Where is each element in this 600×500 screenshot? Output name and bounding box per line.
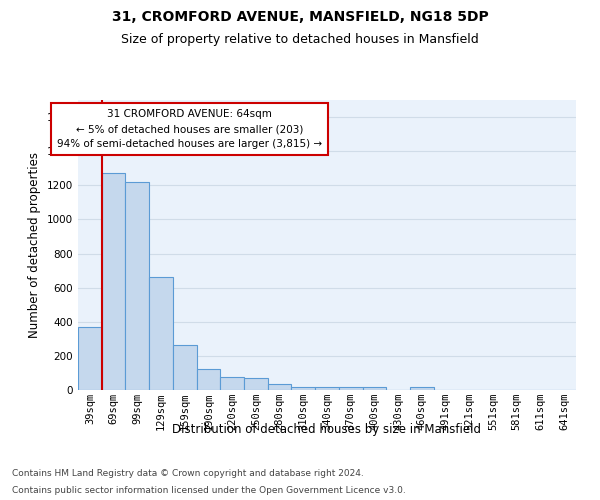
Text: 31 CROMFORD AVENUE: 64sqm
← 5% of detached houses are smaller (203)
94% of semi-: 31 CROMFORD AVENUE: 64sqm ← 5% of detach…: [57, 109, 322, 149]
Text: Size of property relative to detached houses in Mansfield: Size of property relative to detached ho…: [121, 32, 479, 46]
Bar: [78, 327, 102, 390]
Bar: [197, 368, 220, 390]
Bar: [362, 388, 386, 390]
Text: Contains HM Land Registry data © Crown copyright and database right 2024.: Contains HM Land Registry data © Crown c…: [12, 468, 364, 477]
Bar: [220, 377, 244, 390]
Bar: [149, 276, 173, 390]
Text: Distribution of detached houses by size in Mansfield: Distribution of detached houses by size …: [173, 422, 482, 436]
Bar: [315, 388, 339, 390]
Bar: [102, 174, 125, 390]
Text: 31, CROMFORD AVENUE, MANSFIELD, NG18 5DP: 31, CROMFORD AVENUE, MANSFIELD, NG18 5DP: [112, 10, 488, 24]
Bar: [125, 182, 149, 390]
Text: Contains public sector information licensed under the Open Government Licence v3: Contains public sector information licen…: [12, 486, 406, 495]
Bar: [292, 386, 315, 390]
Bar: [339, 388, 362, 390]
Y-axis label: Number of detached properties: Number of detached properties: [28, 152, 41, 338]
Bar: [173, 345, 197, 390]
Bar: [268, 384, 292, 390]
Bar: [244, 378, 268, 390]
Bar: [410, 386, 434, 390]
